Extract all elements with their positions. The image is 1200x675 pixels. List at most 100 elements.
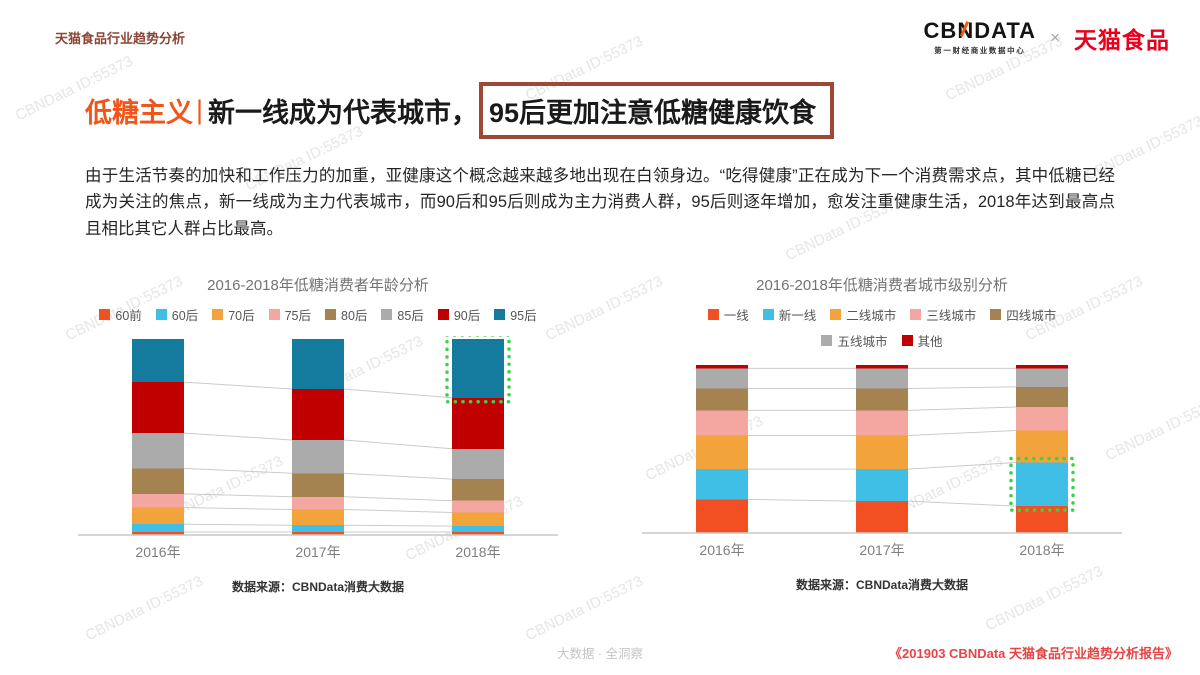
bar-segment	[856, 365, 908, 369]
connector-line	[183, 523, 293, 526]
report-breadcrumb: 天猫食品行业趋势分析	[55, 31, 186, 46]
cbndata-logo: CBNDATA 第一财经商业数据中心	[924, 20, 1037, 56]
connector-line	[183, 432, 293, 441]
bar-segment	[696, 388, 748, 411]
bar-segment	[452, 532, 504, 536]
x-axis-label: 2016年	[699, 542, 745, 559]
bar-segment	[452, 479, 504, 501]
connector-line	[747, 499, 857, 502]
legend-label: 90后	[453, 309, 481, 324]
legend-item: 80后	[325, 305, 367, 324]
legend-swatch-icon	[762, 309, 774, 321]
legend-item: 二线城市	[830, 305, 896, 324]
legend-item: 其他	[901, 331, 943, 350]
chart-canvas	[78, 333, 558, 536]
legend-item: 85后	[381, 305, 424, 324]
bar-segment	[696, 469, 748, 500]
legend-swatch-icon	[325, 309, 336, 321]
bar-segment	[452, 512, 504, 527]
tmall-food-logo: 天猫食品	[1074, 27, 1170, 53]
bar-segment	[1016, 407, 1068, 431]
x-axis-label: 2016年	[135, 544, 181, 561]
legend-swatch-icon	[437, 309, 449, 321]
legend-label: 其他	[917, 335, 943, 350]
cbndata-cb: CB	[923, 18, 958, 43]
legend-swatch-icon	[268, 309, 280, 321]
legend-label: 70后	[228, 309, 255, 324]
legend-label: 五线城市	[837, 335, 888, 350]
legend-swatch-icon	[821, 335, 833, 347]
bar-segment	[132, 468, 184, 495]
footer-slogan: 大数据 · 全洞察	[556, 647, 644, 661]
legend-label: 95后	[510, 309, 537, 324]
data-source-note: 数据来源：CBNData消费大数据	[795, 578, 968, 593]
legend-swatch-icon	[707, 309, 719, 321]
slide-footer: 大数据 · 全洞察 《201903 CBNData 天猫食品行业趋势分析报告》	[0, 643, 1200, 663]
bar-segment	[856, 501, 908, 534]
body-paragraph: 由于生活节奏的加快和工作压力的加重，亚健康这个概念越来越多地出现在白领身边。“吃…	[85, 167, 1115, 238]
age-analysis-chart: 2016-2018年低糖消费者年龄分析 60前 60后 70后 75后 80后 85后 90…	[78, 274, 558, 595]
bar-segment	[856, 368, 908, 389]
city-tier-chart: 2016-2018年低糖消费者城市级别分析 一线 新一线 二线城市 三线城市 四线城市五…	[642, 274, 1122, 595]
x-axis-label: 2018年	[1019, 542, 1065, 559]
chart-legend: 60前 60后 70后 75后 80后 85后 90后 95后	[99, 305, 537, 324]
bar-segment	[132, 507, 184, 525]
bar-segment	[132, 494, 184, 508]
bar-segment	[292, 496, 344, 510]
connector-line	[343, 472, 453, 480]
bar-segment	[292, 532, 344, 536]
bar-segment	[856, 410, 908, 436]
bar-segment	[292, 509, 344, 526]
bar-segment	[696, 410, 748, 436]
legend-swatch-icon	[99, 309, 111, 321]
legend-label: 60后	[171, 309, 199, 324]
legend-swatch-icon	[212, 309, 224, 321]
bar-segment	[132, 382, 184, 434]
connector-line	[907, 406, 1017, 412]
legend-label: 85后	[397, 309, 424, 324]
connector-line	[343, 524, 453, 527]
bar-segment	[452, 500, 504, 513]
cbndata-wordmark: CBNDATA	[924, 20, 1037, 42]
bar-segment	[132, 433, 184, 469]
cbndata-subtitle: 第一财经商业数据中心	[934, 46, 1026, 55]
bar-segment	[1016, 462, 1068, 507]
top-bar: 天猫食品行业趋势分析 CBNDATA 第一财经商业数据中心 × 天猫食品	[0, 0, 1200, 56]
legend-label: 一线	[723, 309, 749, 324]
bar-segment	[452, 397, 504, 449]
bar-segment	[1016, 365, 1068, 369]
legend-label: 60前	[115, 309, 142, 324]
connector-line	[343, 388, 453, 399]
legend-item: 70后	[212, 305, 255, 324]
legend-swatch-icon	[990, 309, 1002, 321]
legend-item: 95后	[494, 305, 537, 324]
slide-content: 天猫食品行业趋势分析 CBNDATA 第一财经商业数据中心 × 天猫食品 低糖主…	[0, 0, 1200, 595]
connector-line	[907, 500, 1017, 507]
bar-segment	[856, 435, 908, 470]
bar-segment	[696, 435, 748, 470]
connector-line	[183, 468, 293, 474]
legend-label: 二线城市	[846, 309, 897, 324]
connector-line	[183, 493, 293, 498]
highlight-box	[1009, 456, 1075, 513]
chart-title: 2016-2018年低糖消费者年龄分析	[207, 277, 429, 295]
legend-swatch-icon	[155, 309, 167, 321]
cbndata-data: DATA	[974, 18, 1037, 43]
connector-line	[183, 507, 293, 511]
connector-line	[907, 430, 1017, 437]
title-plain-text: 新一线成为代表城市，	[208, 98, 479, 128]
chart-legend: 一线 新一线 二线城市 三线城市 四线城市 五线城市 其他	[707, 305, 1057, 350]
connector-line	[343, 509, 453, 514]
x-axis-label: 2018年	[455, 544, 501, 561]
connector-line	[343, 496, 453, 502]
title-divider: |	[196, 95, 204, 125]
bar-segment	[696, 365, 748, 369]
title-keyword: 低糖主义	[85, 98, 193, 128]
bar-segment	[292, 389, 344, 441]
legend-label: 三线城市	[926, 309, 977, 324]
bar-segment	[696, 499, 748, 534]
legend-label: 四线城市	[1006, 309, 1057, 324]
legend-item: 五线城市	[821, 331, 888, 350]
legend-item: 一线	[707, 305, 749, 324]
chart-canvas	[642, 365, 1122, 534]
